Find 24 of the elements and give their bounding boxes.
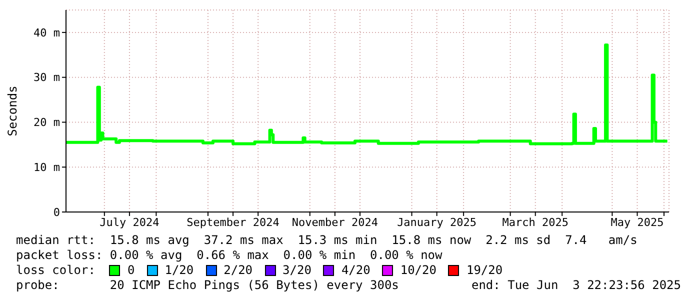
y-tick-label: 20 m	[34, 116, 60, 130]
x-tick-label: July 2024	[100, 216, 160, 229]
legend-label: 0	[127, 263, 135, 278]
y-axis-title: Seconds	[5, 86, 20, 136]
x-tick-label: September 2024	[186, 216, 280, 229]
text: packet loss: 0.00 % avg 0.66 % max 0.00 % min 0.00 % now	[16, 248, 444, 263]
legend-label: 2/20	[224, 263, 253, 278]
y-tick-label: 10 m	[34, 161, 60, 174]
text: median rtt: 15.8 ms avg 37.2 ms max 15.3 ms min 15.8 ms now 2.2 ms sd 7.4 am/s	[16, 233, 638, 248]
y-tick-label: 0	[53, 206, 60, 219]
legend-label: 3/20	[282, 263, 312, 278]
legend-label: 19/20	[466, 263, 503, 278]
y-tick-label: 40 m	[34, 26, 60, 40]
legend-title: loss color:	[16, 263, 96, 278]
legend-label: 4/20	[341, 263, 370, 278]
x-tick-label: May 2025	[610, 216, 664, 229]
x-tick-label: November 2024	[292, 216, 378, 229]
x-tick-label: March 2025	[502, 216, 568, 229]
x-tick-label: January 2025	[397, 216, 477, 229]
legend-label: 10/20	[400, 263, 436, 278]
legend-label: 1/20	[164, 263, 194, 278]
text: probe: 20 ICMP Echo Pings (56 Bytes) every 300s	[16, 278, 399, 293]
y-tick-label: 30 m	[34, 71, 60, 84]
text: end: Tue Jun 3 22:23:56 2025	[471, 278, 681, 293]
